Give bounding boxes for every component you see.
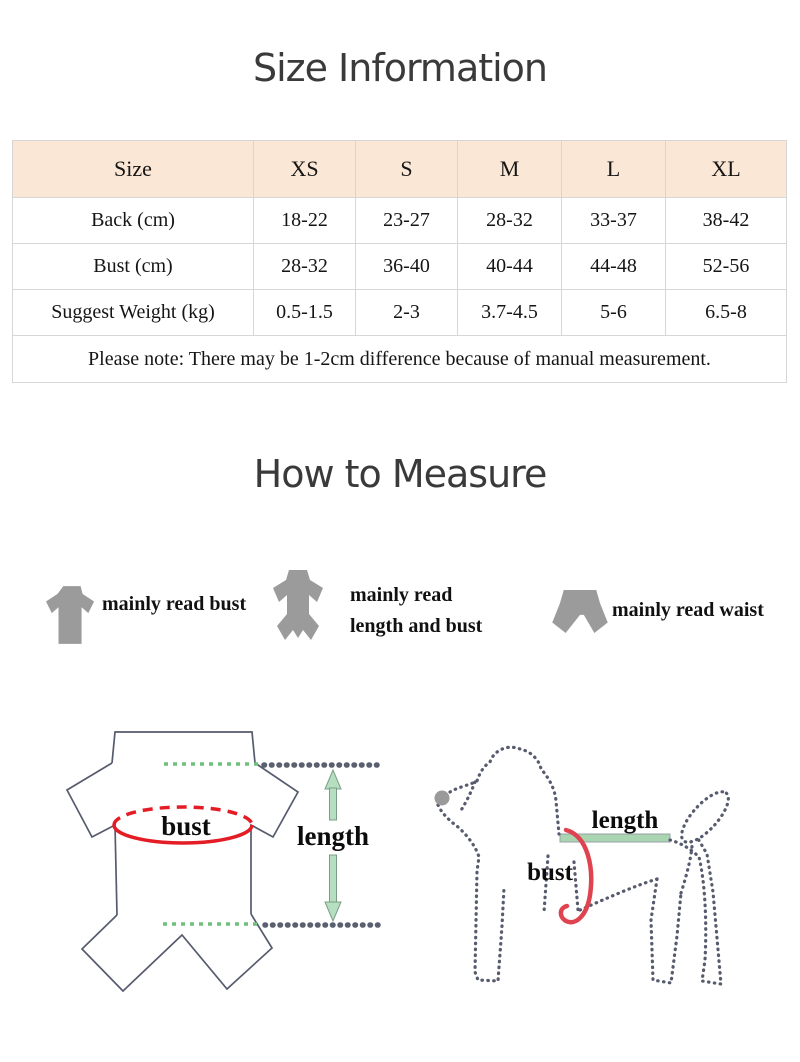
table-row-weight: Suggest Weight (kg) 0.5-1.5 2-3 3.7-4.5 … [12, 289, 787, 336]
seam-dotted-lines [163, 762, 260, 926]
legend-label-waist: mainly read waist [612, 599, 764, 621]
dog-bust-curve [558, 827, 594, 925]
col-header-s: S [355, 140, 458, 198]
cell-value: 28-32 [457, 197, 562, 244]
row-label: Suggest Weight (kg) [12, 289, 254, 336]
col-header-m: M [457, 140, 562, 198]
cell-value: 23-27 [355, 197, 458, 244]
cell-value: 3.7-4.5 [457, 289, 562, 336]
size-table: Size XS S M L XL Back (cm) 18-22 23-27 2… [12, 140, 787, 383]
garment-diagram: bust length [65, 731, 381, 993]
cell-value: 33-37 [561, 197, 666, 244]
table-note-row: Please note: There may be 1-2cm differen… [12, 335, 787, 383]
row-label: Back (cm) [12, 197, 254, 244]
table-row-bust: Bust (cm) 28-32 36-40 40-44 44-48 52-56 [12, 243, 787, 290]
cell-value: 36-40 [355, 243, 458, 290]
garment-outline [65, 731, 300, 993]
page-title: Size Information [252, 46, 548, 90]
row-label: Bust (cm) [12, 243, 254, 290]
dog-nose [434, 790, 450, 806]
garment-bust-label: bust [161, 811, 211, 841]
cell-value: 5-6 [561, 289, 666, 336]
cell-value: 6.5-8 [665, 289, 787, 336]
measurement-note: Please note: There may be 1-2cm differen… [12, 335, 787, 383]
table-header-row: Size XS S M L XL [12, 140, 787, 198]
length-band [559, 833, 671, 843]
cell-value: 40-44 [457, 243, 562, 290]
legend-label-length-bust: mainly read length and bust [350, 584, 483, 637]
vest-icon [46, 586, 95, 644]
jumpsuit-icon [273, 570, 323, 640]
legend-label-bust: mainly read bust [102, 593, 247, 615]
dog-length-label: length [592, 807, 659, 834]
col-header-size: Size [12, 140, 254, 198]
col-header-l: L [561, 140, 666, 198]
cell-value: 44-48 [561, 243, 666, 290]
cell-value: 18-22 [253, 197, 356, 244]
table-row-back: Back (cm) 18-22 23-27 28-32 33-37 38-42 [12, 197, 787, 244]
chain-dot-lines [261, 762, 381, 928]
dog-diagram: length bust [434, 745, 730, 986]
bust-ellipse [112, 805, 254, 845]
length-arrow [324, 768, 342, 923]
pants-icon [552, 590, 608, 634]
col-header-xs: XS [253, 140, 356, 198]
cell-value: 28-32 [253, 243, 356, 290]
dog-bust-label: bust [527, 859, 574, 886]
cell-value: 2-3 [355, 289, 458, 336]
how-to-measure-title: How to Measure [253, 452, 548, 496]
dog-outline [436, 745, 730, 986]
garment-length-label: length [297, 821, 369, 851]
cell-value: 38-42 [665, 197, 787, 244]
size-table-header: Size XS S M L XL [12, 140, 787, 198]
cell-value: 0.5-1.5 [253, 289, 356, 336]
col-header-xl: XL [665, 140, 787, 198]
cell-value: 52-56 [665, 243, 787, 290]
